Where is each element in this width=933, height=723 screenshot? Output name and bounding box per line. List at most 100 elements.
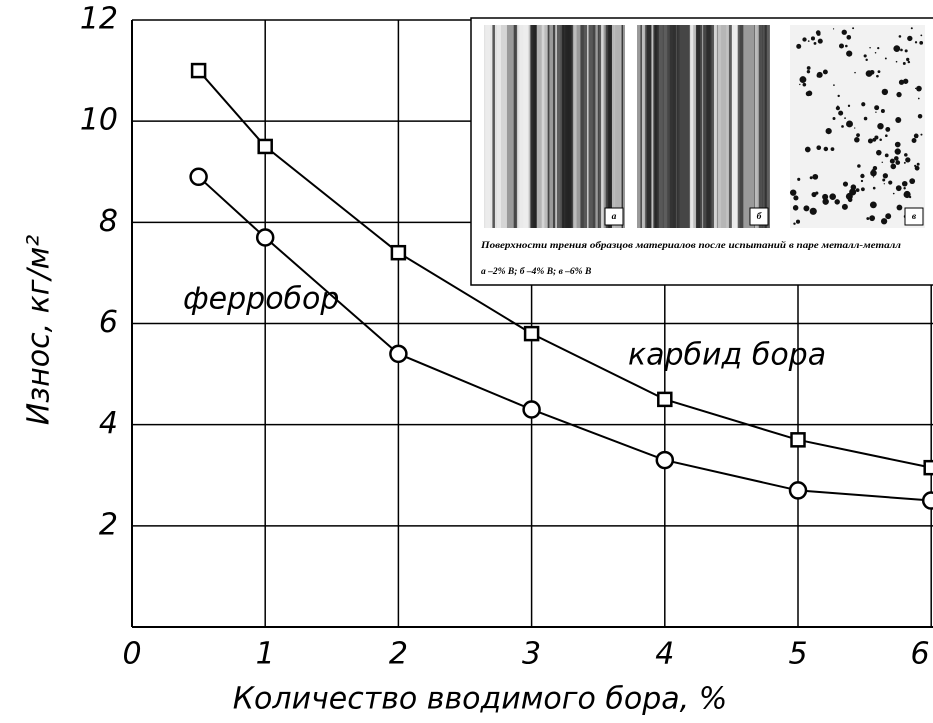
photo-speck <box>895 117 901 123</box>
photo-speck <box>920 134 922 136</box>
marker <box>657 452 673 468</box>
series-label: ферробор <box>183 282 339 317</box>
marker <box>925 461 933 474</box>
photo-speck <box>817 74 821 78</box>
photo-stripe <box>642 25 645 228</box>
photo-speck <box>909 178 915 184</box>
photo-speck <box>873 176 874 177</box>
marker <box>524 401 540 417</box>
photo-speck <box>912 138 917 143</box>
photo-speck <box>848 198 853 203</box>
x-axis-label: Количество вводимого бора, % <box>233 682 728 717</box>
photo-speck <box>908 61 910 63</box>
marker <box>923 493 933 509</box>
photo-speck <box>810 176 813 179</box>
photo-speck <box>900 49 903 52</box>
photo-stripe <box>653 25 657 228</box>
photo-speck <box>882 89 888 95</box>
photo-speck <box>918 98 920 100</box>
x-tick-label: 5 <box>788 637 807 672</box>
photo-speck <box>834 199 839 204</box>
photo-stripe <box>484 25 492 228</box>
marker <box>792 433 805 446</box>
photo-stripe <box>495 25 507 228</box>
photo-speck <box>881 218 887 224</box>
y-tick-label: 6 <box>99 305 118 340</box>
photo-stripe <box>531 25 537 228</box>
photo-speck <box>893 45 900 52</box>
photo-stripe <box>537 25 548 228</box>
photo-speck <box>844 117 846 119</box>
x-tick-label: 6 <box>910 637 929 672</box>
photo-speck <box>915 41 917 43</box>
photo-stripe <box>589 25 596 228</box>
marker <box>525 327 538 340</box>
photo-stripe <box>568 25 571 228</box>
photo-stripe <box>573 25 576 228</box>
photo-speck <box>904 153 908 157</box>
photo-speck <box>914 134 919 139</box>
photo-speck <box>916 86 922 92</box>
photo-speck <box>846 120 853 127</box>
photo-stripe <box>738 25 744 228</box>
photo-speck <box>861 102 865 106</box>
photo-speck <box>796 44 801 49</box>
photo-speck <box>902 181 908 187</box>
photo-speck <box>882 179 885 182</box>
photo-stripe <box>759 25 770 228</box>
panel-label: а <box>612 212 617 222</box>
photo-speck <box>894 156 899 161</box>
x-tick-label: 0 <box>122 637 141 672</box>
photo-speck <box>805 147 811 153</box>
photo-speck <box>869 215 875 221</box>
inset-photo: а <box>484 25 625 228</box>
photo-speck <box>861 187 865 191</box>
photo-speck <box>878 70 881 73</box>
photo-speck <box>903 62 906 65</box>
photo-speck <box>860 174 864 178</box>
photo-speck <box>822 198 828 204</box>
marker <box>259 140 272 153</box>
photo-speck <box>870 201 877 208</box>
photo-speck <box>816 30 821 35</box>
photo-speck <box>875 112 876 113</box>
photo-stripe <box>690 25 696 228</box>
photo-speck <box>842 204 848 210</box>
photo-speck <box>829 193 836 200</box>
chart: Количество вводимого бора, % Износ, кг/м… <box>0 0 933 723</box>
y-axis-label: Износ, кг/м² <box>22 235 57 426</box>
photo-speck <box>895 142 901 148</box>
photo-speck <box>869 47 870 48</box>
photo-speck <box>876 75 879 78</box>
photo-speck <box>807 66 811 70</box>
photo-speck <box>885 57 887 59</box>
photo-speck <box>818 39 823 44</box>
photo-speck <box>893 193 895 195</box>
photo-speck <box>837 105 839 107</box>
photo-speck <box>848 105 850 107</box>
photo-speck <box>906 58 909 61</box>
photo-speck <box>849 188 856 195</box>
photo-speck <box>920 34 922 36</box>
inset-photo: в <box>790 25 925 228</box>
photo-speck <box>876 150 882 156</box>
photo-speck <box>812 174 818 180</box>
photo-speck <box>905 157 910 162</box>
marker <box>257 230 273 246</box>
photo-speck <box>833 117 836 120</box>
x-tick-label: 3 <box>522 637 541 672</box>
photo-speck <box>856 133 860 137</box>
photo-speck <box>905 49 908 52</box>
photo-speck <box>852 27 854 29</box>
inset-photo: б <box>637 25 770 228</box>
photo-speck <box>833 84 835 86</box>
photo-stripe <box>706 25 714 228</box>
photo-speck <box>888 181 892 185</box>
marker <box>191 169 207 185</box>
photo-stripe <box>580 25 587 228</box>
photo-speck <box>881 109 885 113</box>
y-tick-label: 10 <box>80 103 118 138</box>
photo-speck <box>846 50 852 56</box>
photo-speck <box>864 54 867 57</box>
photo-speck <box>803 205 809 211</box>
